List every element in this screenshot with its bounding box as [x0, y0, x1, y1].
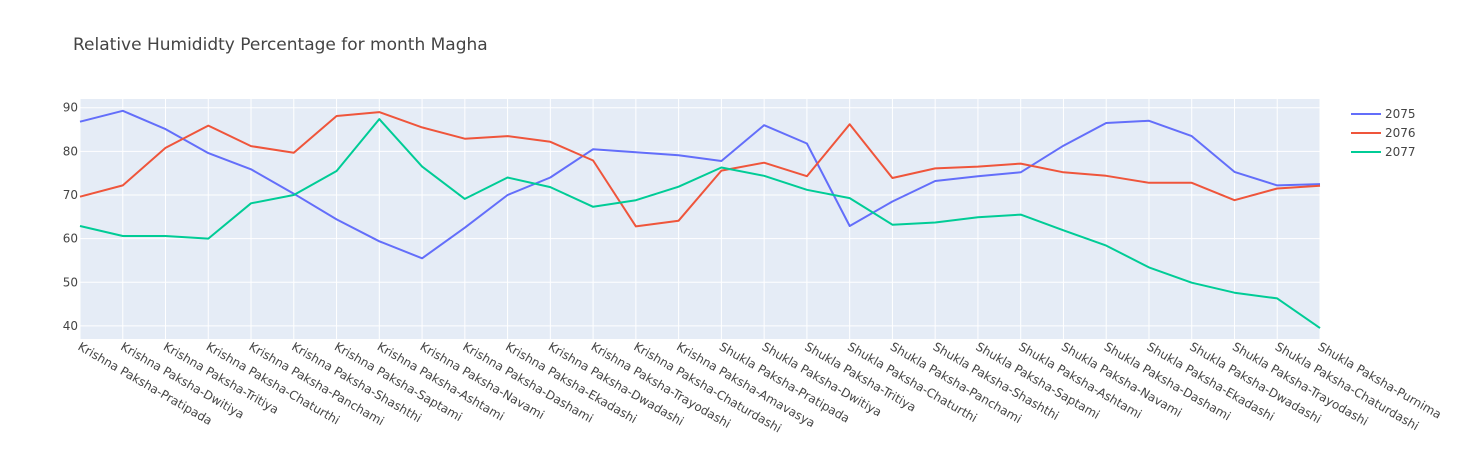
legend-item-2076[interactable]: 2076: [1351, 126, 1416, 140]
chart-title: Relative Humididty Percentage for month …: [73, 35, 488, 55]
y-tick-label: 90: [63, 101, 78, 115]
y-axis: 40 50 60 70 80 90: [63, 101, 78, 333]
series-line-2076: [79, 111, 1321, 228]
series-lines: [79, 109, 1321, 329]
y-tick-label: 60: [63, 232, 78, 246]
legend-label: 2075: [1385, 107, 1416, 121]
legend-label: 2077: [1385, 145, 1416, 159]
series-line-2077: [79, 118, 1321, 329]
legend-item-2077[interactable]: 2077: [1351, 145, 1416, 159]
legend[interactable]: 2075 2076 2077: [1351, 107, 1416, 159]
y-tick-label: 80: [63, 144, 78, 158]
legend-item-2075[interactable]: 2075: [1351, 107, 1416, 121]
series-line-2075: [79, 109, 1321, 260]
y-tick-label: 50: [63, 275, 78, 289]
plot-area: [80, 99, 1320, 339]
legend-label: 2076: [1385, 126, 1416, 140]
y-tick-label: 40: [63, 319, 78, 333]
y-tick-label: 70: [63, 188, 78, 202]
